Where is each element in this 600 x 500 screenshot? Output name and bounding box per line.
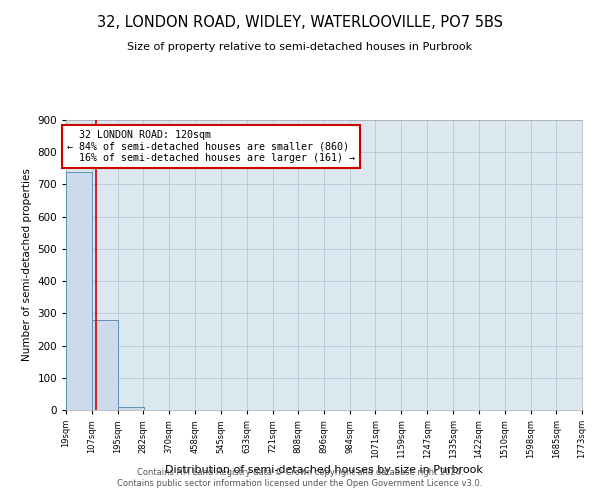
Text: 32 LONDON ROAD: 120sqm
← 84% of semi-detached houses are smaller (860)
  16% of : 32 LONDON ROAD: 120sqm ← 84% of semi-det… [67,130,355,163]
Text: Size of property relative to semi-detached houses in Purbrook: Size of property relative to semi-detach… [127,42,473,52]
Bar [92,320,118,410]
Text: Contains HM Land Registry data © Crown copyright and database right 2024.
Contai: Contains HM Land Registry data © Crown c… [118,468,482,487]
Bar [118,407,143,410]
Y-axis label: Number of semi-detached properties: Number of semi-detached properties [22,168,32,362]
Text: 32, LONDON ROAD, WIDLEY, WATERLOOVILLE, PO7 5BS: 32, LONDON ROAD, WIDLEY, WATERLOOVILLE, … [97,15,503,30]
X-axis label: Distribution of semi-detached houses by size in Purbrook: Distribution of semi-detached houses by … [165,465,483,475]
Bar [66,172,92,410]
